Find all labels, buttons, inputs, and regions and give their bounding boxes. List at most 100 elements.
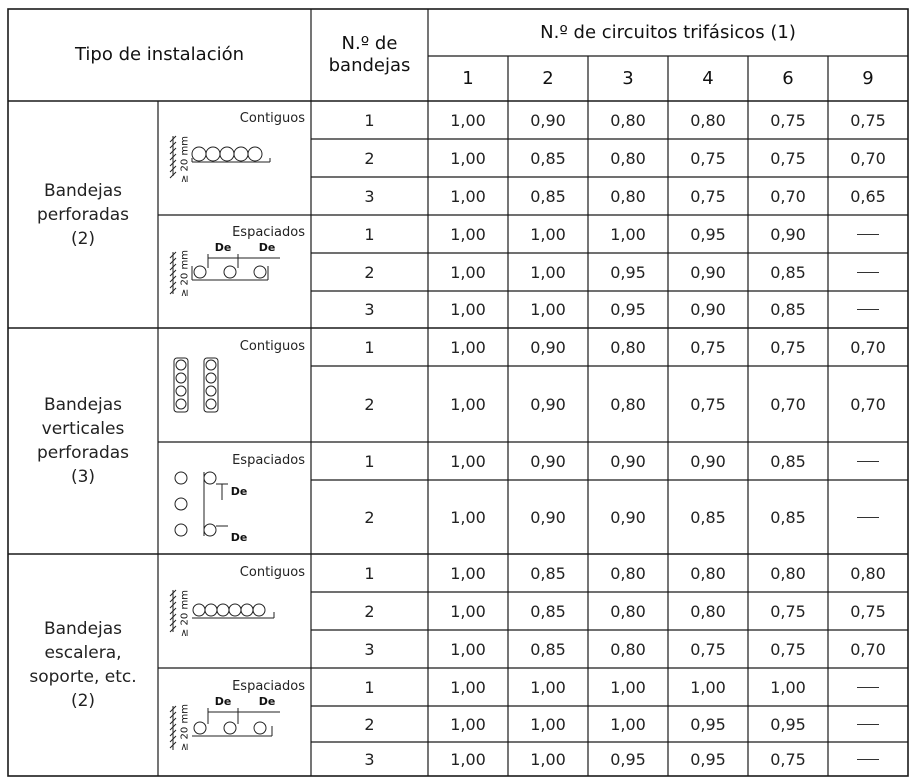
header-num-bandejas: N.º de bandejas: [311, 9, 428, 101]
subgroup-label-contiguos: Contiguos: [225, 108, 305, 128]
factor-cell: [828, 291, 908, 328]
bandejas-cell: 1: [311, 668, 428, 706]
factor-cell: 0,65: [828, 177, 908, 215]
factor-cell: 0,85: [508, 592, 588, 630]
factor-cell: 1,00: [428, 291, 508, 328]
factor-cell: 0,95: [668, 706, 748, 742]
factor-cell: 0,80: [588, 366, 668, 442]
group-label-line: Bandejas: [44, 617, 122, 641]
group-label-line: verticales: [42, 417, 125, 441]
factor-cell: 1,00: [428, 592, 508, 630]
factor-cell: 0,95: [588, 253, 668, 291]
factor-cell: 0,95: [748, 706, 828, 742]
header-col-9: 9: [828, 56, 908, 101]
factor-cell: 1,00: [428, 742, 508, 776]
factor-cell: 0,70: [828, 139, 908, 177]
factor-cell: 0,80: [588, 177, 668, 215]
factor-cell: 0,90: [748, 215, 828, 253]
factor-cell: 0,85: [508, 554, 588, 592]
header-col-6: 6: [748, 56, 828, 101]
factor-cell: 1,00: [588, 215, 668, 253]
factor-cell: [828, 253, 908, 291]
bandejas-cell: 3: [311, 630, 428, 668]
group-label-line: (2): [71, 689, 95, 713]
factor-cell: 1,00: [508, 291, 588, 328]
not-applicable-dash: [857, 461, 879, 462]
factor-cell: 0,85: [668, 480, 748, 554]
factor-cell: 0,95: [588, 291, 668, 328]
factor-cell: 0,80: [668, 592, 748, 630]
factor-cell: 0,85: [508, 177, 588, 215]
not-applicable-dash: [857, 724, 879, 725]
de-label: De: [256, 240, 278, 254]
header-circuitos: N.º de circuitos trifásicos (1): [428, 9, 908, 56]
factor-cell: 0,75: [668, 366, 748, 442]
not-applicable-dash: [857, 687, 879, 688]
factor-cell: 0,75: [748, 101, 828, 139]
factor-cell: 0,70: [828, 630, 908, 668]
de-label: De: [256, 694, 278, 708]
bandejas-cell: 2: [311, 592, 428, 630]
factor-cell: 1,00: [428, 253, 508, 291]
factor-cell: 0,80: [588, 554, 668, 592]
factor-cell: [828, 706, 908, 742]
not-applicable-dash: [857, 759, 879, 760]
factor-cell: 0,90: [508, 480, 588, 554]
factor-cell: 1,00: [428, 139, 508, 177]
factor-cell: 0,90: [508, 101, 588, 139]
factor-cell: 0,90: [508, 442, 588, 480]
factor-cell: 1,00: [428, 101, 508, 139]
group-label-line: escalera,: [44, 641, 121, 665]
group-label-line: Bandejas: [44, 179, 122, 203]
factor-cell: 1,00: [508, 215, 588, 253]
tray-vertical-contiguous-icon: [170, 356, 230, 416]
header-col-3: 3: [588, 56, 668, 101]
factor-cell: 1,00: [428, 706, 508, 742]
factor-cell: 1,00: [428, 215, 508, 253]
factor-cell: [828, 215, 908, 253]
factor-cell: 1,00: [428, 328, 508, 366]
factor-cell: [828, 668, 908, 706]
factor-cell: [828, 442, 908, 480]
factor-cell: 0,80: [588, 139, 668, 177]
factor-cell: 0,75: [748, 630, 828, 668]
subgroup-label-contiguos: Contiguos: [225, 336, 305, 356]
group-label-bandejas-escalera: Bandejas escalera, soporte, etc. (2): [8, 554, 158, 776]
bandejas-cell: 2: [311, 706, 428, 742]
factor-cell: 1,00: [428, 177, 508, 215]
subgroup-label-espaciados: Espaciados: [215, 676, 305, 696]
factor-cell: 0,90: [508, 328, 588, 366]
de-label: De: [228, 530, 250, 544]
bandejas-cell: 2: [311, 253, 428, 291]
factor-cell: 0,90: [508, 366, 588, 442]
factor-cell: 0,80: [828, 554, 908, 592]
header-col-1: 1: [428, 56, 508, 101]
factor-cell: 1,00: [428, 668, 508, 706]
bandejas-cell: 1: [311, 215, 428, 253]
factor-cell: 0,80: [668, 554, 748, 592]
header-col-2: 2: [508, 56, 588, 101]
factor-cell: 0,70: [828, 366, 908, 442]
factor-cell: 0,75: [668, 177, 748, 215]
factor-cell: 0,95: [668, 742, 748, 776]
de-label: De: [212, 240, 234, 254]
factor-cell: 0,70: [748, 366, 828, 442]
bandejas-cell: 1: [311, 101, 428, 139]
not-applicable-dash: [857, 309, 879, 310]
factor-cell: 0,85: [748, 442, 828, 480]
factor-cell: 1,00: [508, 668, 588, 706]
factor-cell: 0,75: [828, 101, 908, 139]
factor-cell: 0,80: [588, 328, 668, 366]
group-label-line: perforadas: [37, 441, 129, 465]
factor-cell: 0,85: [748, 480, 828, 554]
factor-cell: 0,80: [588, 630, 668, 668]
factor-cell: 0,85: [508, 630, 588, 668]
factor-cell: 0,75: [668, 139, 748, 177]
not-applicable-dash: [857, 517, 879, 518]
bandejas-cell: 3: [311, 291, 428, 328]
factor-cell: 0,70: [748, 177, 828, 215]
factor-cell: 1,00: [428, 442, 508, 480]
bandejas-cell: 2: [311, 139, 428, 177]
factor-cell: 0,75: [668, 328, 748, 366]
